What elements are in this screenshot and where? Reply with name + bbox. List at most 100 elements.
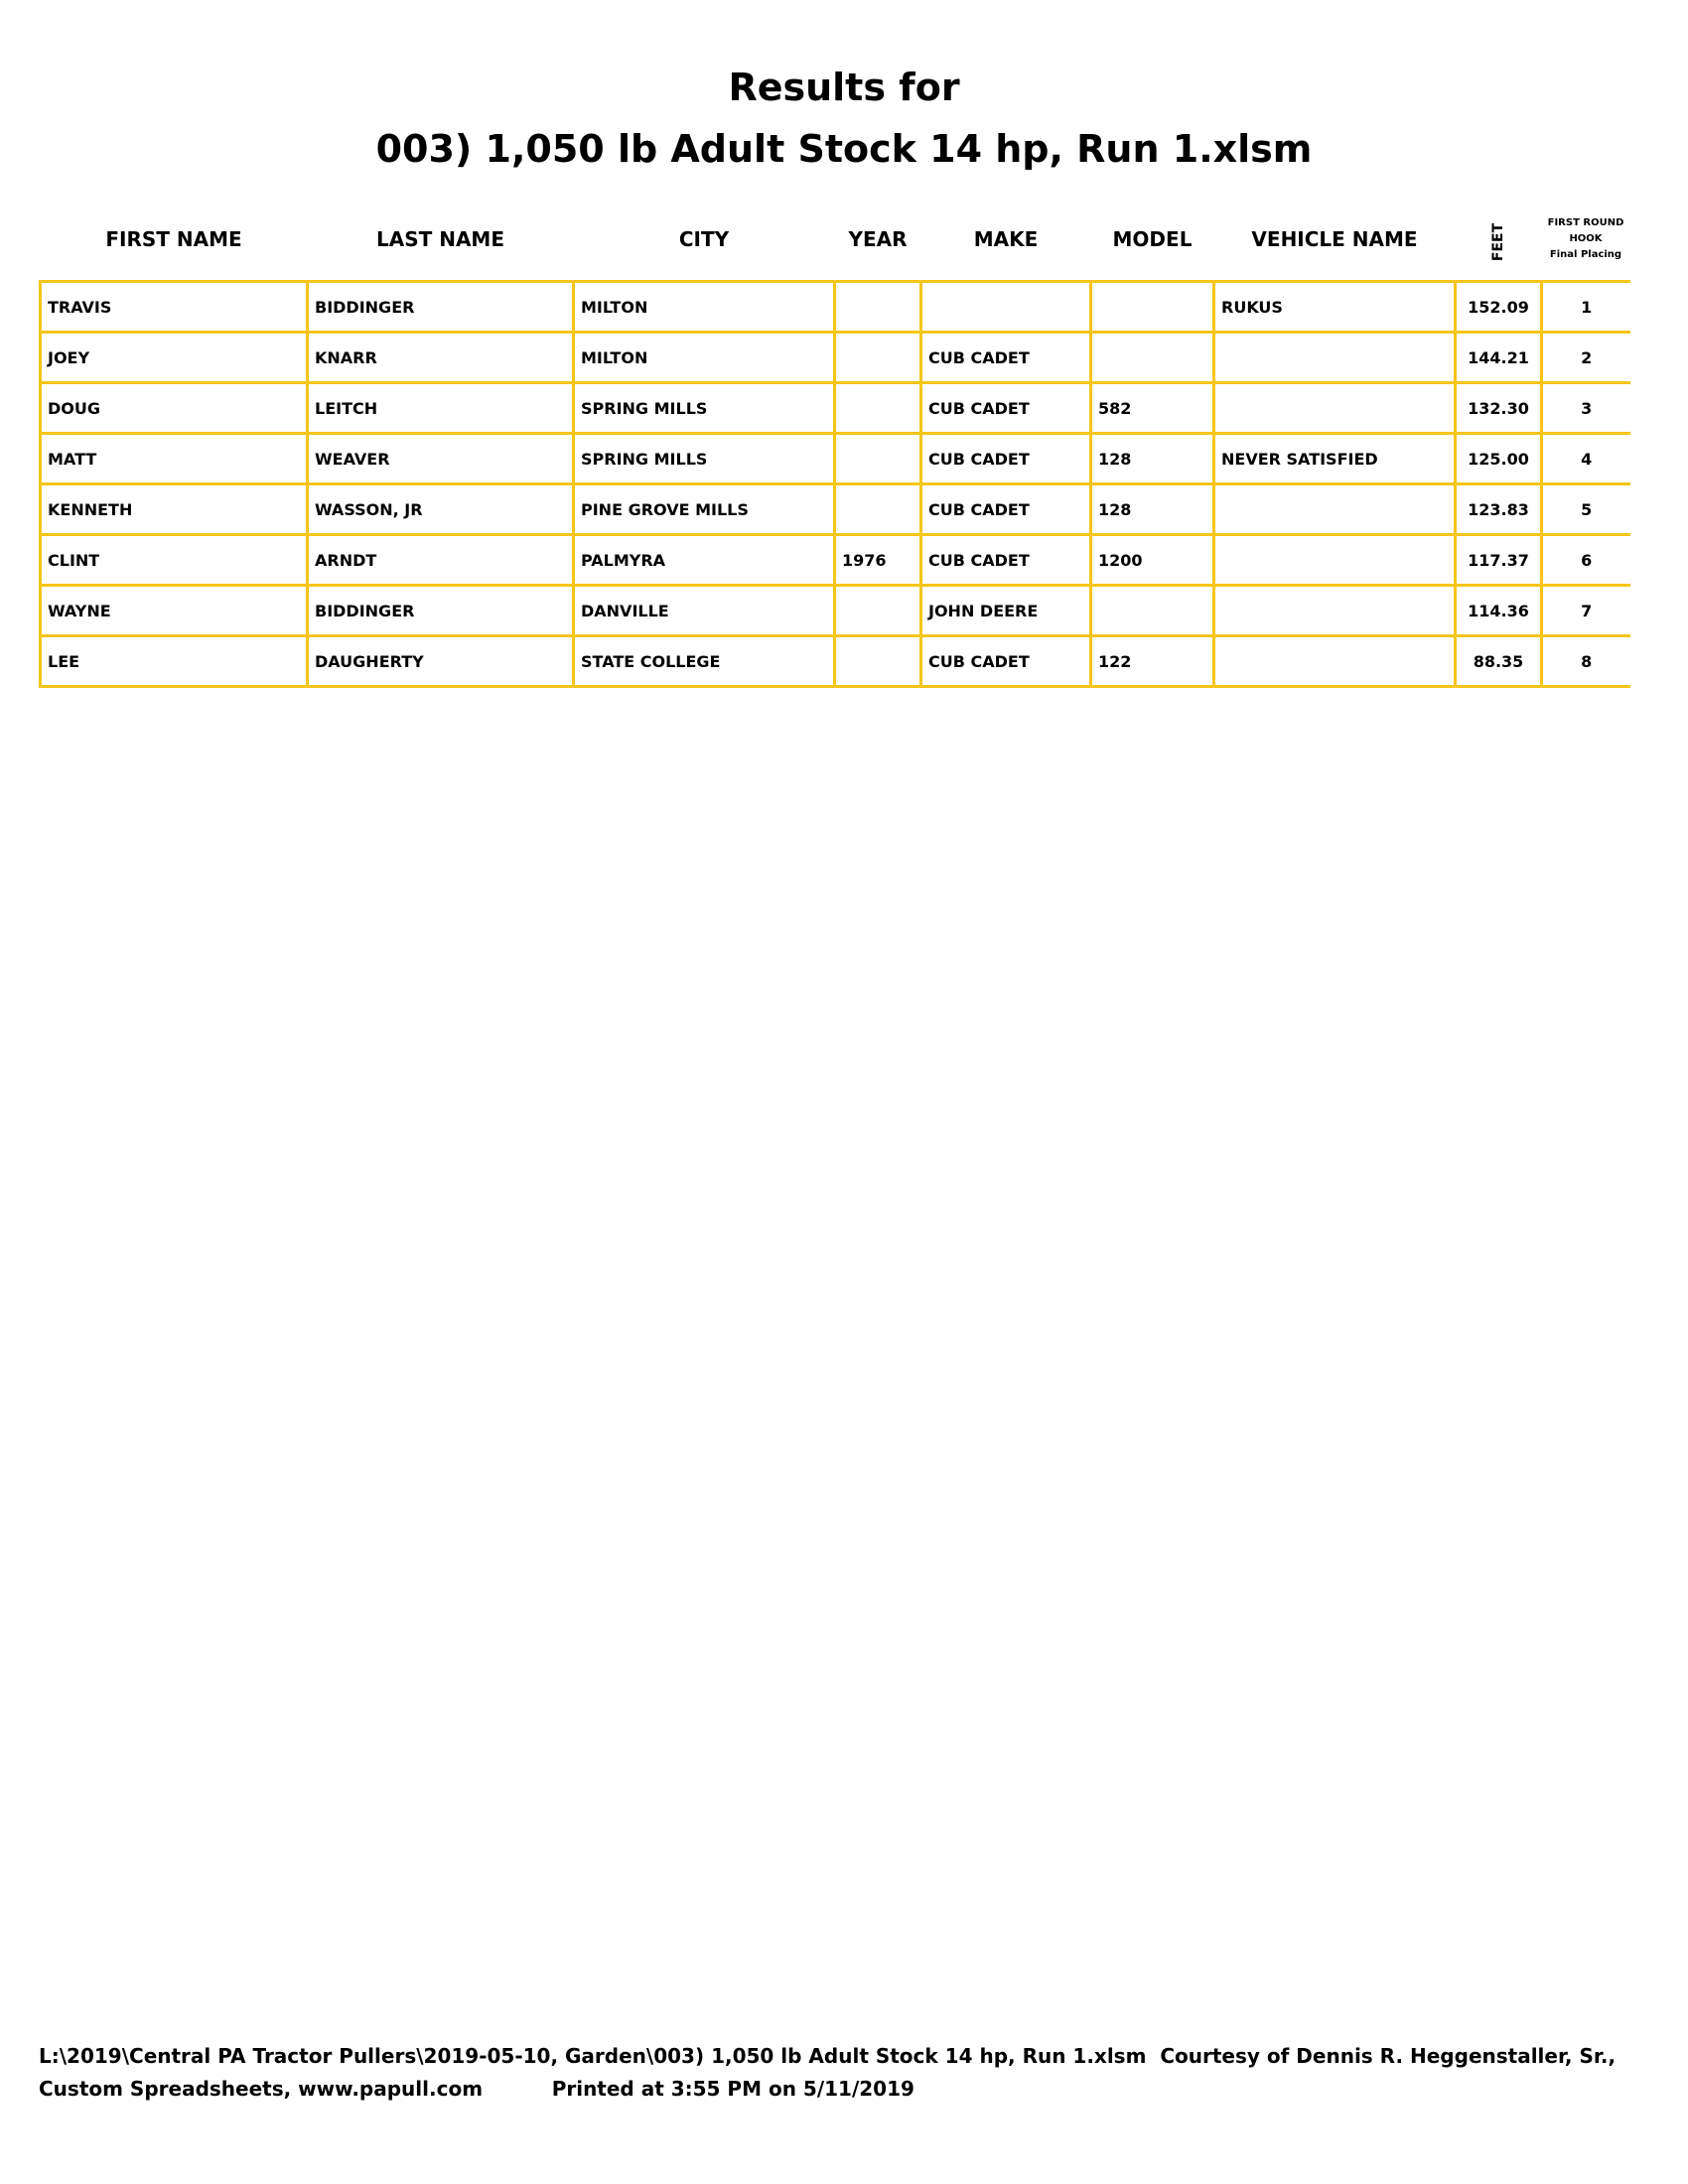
cell-make: CUB CADET (919, 331, 1092, 384)
cell-vehicle-name: RUKUS (1212, 280, 1457, 334)
cell-make: CUB CADET (919, 482, 1092, 536)
cell-make: JOHN DEERE (919, 584, 1092, 637)
cell-model: 582 (1089, 381, 1215, 435)
cell-feet: 114.36 (1454, 584, 1543, 637)
cell-first-name: WAYNE (39, 584, 309, 637)
cell-feet: 125.00 (1454, 432, 1543, 485)
cell-city: PINE GROVE MILLS (572, 482, 836, 536)
cell-city: PALMYRA (572, 533, 836, 587)
cell-feet: 144.21 (1454, 331, 1543, 384)
cell-placing: 7 (1540, 584, 1630, 637)
cell-model: 128 (1089, 432, 1215, 485)
cell-first-name: TRAVIS (39, 280, 309, 334)
cell-placing: 4 (1540, 432, 1630, 485)
cell-year (833, 432, 922, 485)
cell-first-name: KENNETH (39, 482, 309, 536)
cell-first-name: MATT (39, 432, 309, 485)
table-row: MATT WEAVER SPRING MILLS CUB CADET 128 NEVER … (39, 432, 1630, 485)
cell-placing: 8 (1540, 634, 1630, 688)
cell-feet: 117.37 (1454, 533, 1543, 587)
cell-placing: 5 (1540, 482, 1630, 536)
cell-city: DANVILLE (572, 584, 836, 637)
cell-year (833, 331, 922, 384)
cell-year (833, 381, 922, 435)
header-row: FIRST NAME LAST NAME CITY YEAR MAKE MODE… (41, 199, 1630, 282)
cell-model (1089, 280, 1215, 334)
col-year: YEAR (848, 227, 908, 251)
cell-placing: 1 (1540, 280, 1630, 334)
cell-city: SPRING MILLS (572, 432, 836, 485)
cell-last-name: DAUGHERTY (306, 634, 575, 688)
cell-city: SPRING MILLS (572, 381, 836, 435)
results-table: FIRST NAME LAST NAME CITY YEAR MAKE MODE… (39, 199, 1630, 688)
cell-year (833, 280, 922, 334)
footer-printed: Printed at 3:55 PM on 5/11/2019 (551, 2077, 914, 2101)
cell-make: CUB CADET (919, 634, 1092, 688)
table-row: KENNETH WASSON, JR PINE GROVE MILLS CUB CAD… (39, 482, 1630, 536)
col-vehicle-name: VEHICLE NAME (1251, 227, 1418, 251)
table-row: CLINT ARNDT PALMYRA 1976 CUB CADET 1200 117.37… (39, 533, 1630, 587)
placing-label-2: HOOK (1569, 233, 1603, 244)
title-line-1: Results for (728, 66, 960, 109)
table-row: JOEY KNARR MILTON CUB CADET 144.21 2 (39, 331, 1630, 384)
cell-last-name: BIDDINGER (306, 280, 575, 334)
cell-vehicle-name (1212, 381, 1457, 435)
cell-make: CUB CADET (919, 533, 1092, 587)
cell-vehicle-name (1212, 533, 1457, 587)
placing-label-1: FIRST ROUND (1547, 217, 1624, 228)
cell-feet: 88.35 (1454, 634, 1543, 688)
table-row: LEE DAUGHERTY STATE COLLEGE CUB CADET 122 88.… (39, 634, 1630, 688)
cell-make (919, 280, 1092, 334)
cell-make: CUB CADET (919, 381, 1092, 435)
cell-first-name: JOEY (39, 331, 309, 384)
table-row: WAYNE BIDDINGER DANVILLE JOHN DEERE 114.36 7 (39, 584, 1630, 637)
table-row: DOUG LEITCH SPRING MILLS CUB CADET 582 132.30… (39, 381, 1630, 435)
cell-vehicle-name (1212, 584, 1457, 637)
placing-label-3: Final Placing (1549, 249, 1622, 260)
col-model: MODEL (1112, 227, 1193, 251)
col-make: MAKE (973, 227, 1039, 251)
cell-make: CUB CADET (919, 432, 1092, 485)
feet-label: FEET (1490, 222, 1506, 262)
col-first-name: FIRST NAME (105, 227, 242, 251)
title-line-2: 003) 1,050 lb Adult Stock 14 hp, Run 1.x… (375, 127, 1313, 171)
cell-vehicle-name (1212, 482, 1457, 536)
cell-year (833, 482, 922, 536)
cell-vehicle-name (1212, 634, 1457, 688)
cell-first-name: LEE (39, 634, 309, 688)
cell-placing: 6 (1540, 533, 1630, 587)
cell-model: 1200 (1089, 533, 1215, 587)
cell-model: 128 (1089, 482, 1215, 536)
col-last-name: LAST NAME (375, 227, 504, 251)
cell-year (833, 584, 922, 637)
cell-vehicle-name (1212, 331, 1457, 384)
cell-placing: 2 (1540, 331, 1630, 384)
cell-city: MILTON (572, 280, 836, 334)
cell-feet: 123.83 (1454, 482, 1543, 536)
footer-credit: Custom Spreadsheets, www.papull.com (39, 2077, 484, 2101)
cell-model (1089, 584, 1215, 637)
cell-feet: 152.09 (1454, 280, 1543, 334)
cell-last-name: LEITCH (306, 381, 575, 435)
cell-city: STATE COLLEGE (572, 634, 836, 688)
col-feet: FEET (1456, 199, 1542, 282)
col-city: CITY (678, 227, 730, 251)
cell-vehicle-name: NEVER SATISFIED (1212, 432, 1457, 485)
col-placing: FIRST ROUND HOOK Final Placing (1542, 199, 1630, 282)
cell-first-name: CLINT (39, 533, 309, 587)
cell-year: 1976 (833, 533, 922, 587)
cell-last-name: ARNDT (306, 533, 575, 587)
cell-feet: 132.30 (1454, 381, 1543, 435)
table-row: TRAVIS BIDDINGER MILTON RUKUS 152.09 1 (39, 280, 1630, 334)
cell-last-name: BIDDINGER (306, 584, 575, 637)
cell-city: MILTON (572, 331, 836, 384)
cell-model: 122 (1089, 634, 1215, 688)
cell-year (833, 634, 922, 688)
cell-placing: 3 (1540, 381, 1630, 435)
cell-last-name: WEAVER (306, 432, 575, 485)
cell-last-name: WASSON, JR (306, 482, 575, 536)
cell-first-name: DOUG (39, 381, 309, 435)
footer-path: L:\2019\Central PA Tractor Pullers\2019-… (39, 2044, 1617, 2068)
cell-last-name: KNARR (306, 331, 575, 384)
